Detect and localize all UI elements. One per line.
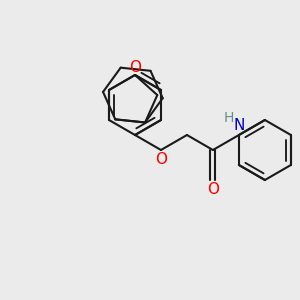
- Text: O: O: [207, 182, 219, 196]
- Text: O: O: [155, 152, 167, 166]
- Text: O: O: [129, 60, 141, 75]
- Text: H: H: [223, 112, 234, 125]
- Text: N: N: [233, 118, 244, 133]
